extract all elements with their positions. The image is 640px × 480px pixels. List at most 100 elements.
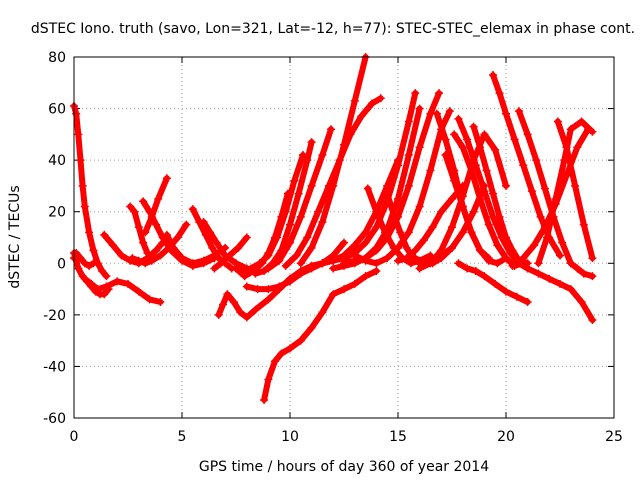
y-tick-label: 60 (48, 102, 66, 118)
chart-title: dSTEC Iono. truth (savo, Lon=321, Lat=-1… (31, 21, 635, 37)
data-point (286, 277, 294, 286)
data-point (212, 238, 221, 247)
data-point (556, 251, 564, 260)
data-point (350, 96, 359, 105)
data-point (458, 202, 467, 211)
data-point (514, 107, 523, 116)
data-point (264, 285, 273, 294)
data-point (545, 274, 554, 283)
series-42 (514, 259, 597, 325)
data-point (495, 212, 504, 221)
data-point (80, 274, 89, 283)
data-point (210, 264, 219, 273)
series-line (567, 260, 596, 280)
data-point (251, 269, 260, 278)
data-point (314, 207, 323, 216)
series-18 (238, 150, 307, 276)
series-45 (566, 259, 597, 281)
data-point (432, 109, 441, 118)
data-point (588, 254, 597, 263)
series-line (252, 139, 315, 277)
data-point (482, 166, 491, 175)
data-point (318, 150, 327, 159)
data-point (553, 117, 562, 126)
data-point (471, 267, 480, 276)
data-point (214, 310, 223, 319)
data-point (340, 285, 348, 294)
data-point (141, 228, 150, 237)
data-point (273, 233, 282, 242)
data-point (134, 223, 143, 232)
data-point (152, 220, 161, 229)
data-point (415, 104, 424, 113)
data-point (303, 233, 312, 242)
data-point (307, 323, 316, 332)
data-point (108, 241, 117, 250)
data-point (286, 238, 294, 247)
data-point (514, 259, 523, 268)
data-point (281, 261, 290, 270)
data-point (484, 220, 493, 229)
data-point (441, 150, 450, 159)
data-point (579, 220, 588, 229)
data-point (372, 207, 381, 216)
data-point (162, 230, 171, 239)
data-point (556, 279, 564, 288)
data-point (463, 135, 472, 144)
data-point (536, 212, 545, 221)
data-point (199, 218, 208, 227)
data-point (441, 135, 450, 144)
data-point (340, 140, 348, 149)
data-point (566, 285, 575, 294)
data-point (519, 161, 528, 170)
data-point (445, 107, 454, 116)
data-point (242, 313, 251, 322)
data-point (80, 259, 89, 268)
data-point (188, 259, 197, 268)
data-point (303, 156, 312, 165)
data-point (139, 197, 148, 206)
data-point (389, 210, 398, 219)
data-point (448, 243, 456, 252)
data-point (437, 207, 446, 216)
data-point (534, 269, 543, 278)
data-point (573, 143, 582, 152)
data-point (467, 228, 476, 237)
data-point (480, 187, 489, 196)
data-point (512, 292, 521, 301)
grid (74, 57, 614, 418)
data-point (383, 254, 392, 263)
series-line (142, 175, 170, 236)
y-axis-label: dSTEC / TECUs (7, 185, 23, 288)
data-point (93, 285, 102, 294)
data-point (102, 272, 111, 281)
data-point (169, 243, 178, 252)
data-point (232, 264, 240, 273)
data-point (502, 254, 510, 263)
data-point (147, 256, 156, 265)
data-point (426, 259, 435, 268)
data-point (469, 122, 478, 131)
data-point (206, 228, 215, 237)
data-point (363, 184, 372, 193)
data-point (178, 254, 186, 263)
data-point (502, 181, 510, 190)
data-point (404, 150, 413, 159)
data-point (396, 228, 405, 237)
plot-frame (73, 56, 615, 419)
data-point (214, 254, 223, 263)
series-37 (454, 259, 532, 306)
data-point (130, 207, 139, 216)
data-point (489, 71, 498, 80)
data-point (139, 238, 148, 247)
data-point (469, 207, 478, 216)
data-point (361, 238, 370, 247)
data-point (318, 259, 327, 268)
data-point (484, 256, 493, 265)
data-point (480, 272, 489, 281)
series-line (319, 90, 419, 267)
data-point (588, 316, 597, 325)
data-point (448, 194, 456, 203)
data-point (251, 305, 260, 314)
data-point (566, 125, 575, 134)
